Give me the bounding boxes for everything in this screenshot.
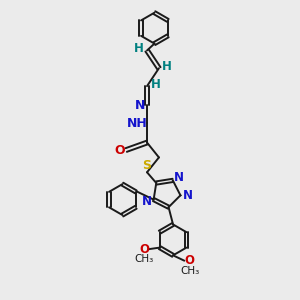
Text: O: O: [185, 254, 195, 267]
Text: S: S: [142, 159, 152, 172]
Text: N: N: [183, 189, 193, 202]
Text: O: O: [114, 143, 125, 157]
Text: N: N: [174, 171, 184, 184]
Text: H: H: [162, 60, 172, 73]
Text: N: N: [142, 195, 152, 208]
Text: H: H: [151, 78, 161, 91]
Text: CH₃: CH₃: [180, 266, 199, 276]
Text: CH₃: CH₃: [134, 254, 154, 265]
Text: NH: NH: [127, 117, 148, 130]
Text: O: O: [139, 243, 149, 256]
Text: N: N: [134, 99, 145, 112]
Text: H: H: [134, 42, 144, 56]
